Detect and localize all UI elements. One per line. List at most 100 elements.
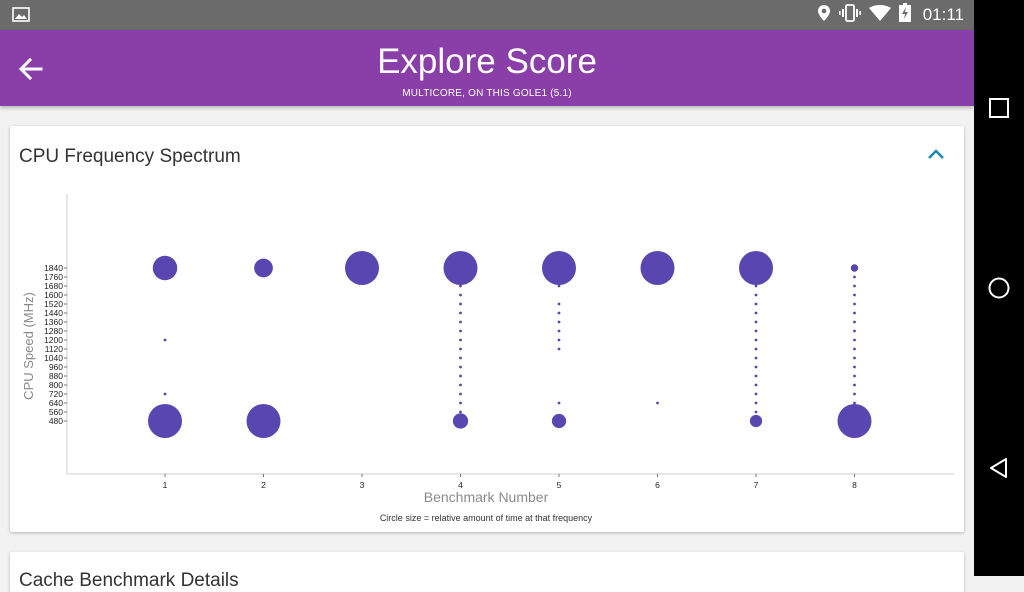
navigation-bar [974,0,1024,576]
x-axis-ticks: 1 2 3 4 5 6 7 8 [163,474,857,490]
frequency-bubble [459,410,462,414]
y-tick-label: 1200 [44,335,63,345]
frequency-bubble [754,383,758,387]
frequency-bubble [853,365,856,369]
back-button[interactable] [16,54,46,84]
frequency-bubble [853,302,856,306]
cpu-frequency-card: CPU Frequency Spectrum 480 560 640 720 800 88… [10,126,964,532]
frequency-bubble [345,251,379,285]
y-tick-label: 1360 [44,317,63,327]
y-tick-label: 800 [49,380,63,390]
back-triangle-icon [990,458,1007,478]
collapse-button[interactable] [924,142,948,166]
y-tick-label: 960 [49,362,63,372]
frequency-bubble [754,410,758,414]
chart-note: Circle size = relative amount of time at… [380,513,593,523]
frequency-bubble [853,275,856,279]
recents-button[interactable] [986,95,1012,121]
frequency-bubble [459,383,462,387]
vibrate-icon [838,3,861,27]
battery-charging-icon [898,3,911,27]
frequency-bubble [754,374,758,378]
frequency-bubble [459,356,462,360]
frequency-bubble [754,311,758,315]
frequency-bubble [850,264,859,272]
frequency-bubble [754,293,758,297]
frequency-bubble [459,374,462,378]
frequency-bubble [557,320,561,324]
frequency-bubble [557,311,561,315]
status-icons: 01:11 [817,0,964,30]
frequency-bubble [754,365,758,369]
x-tick-label: 4 [458,480,463,490]
arrow-left-icon [18,57,43,81]
y-tick-label: 1120 [45,344,64,354]
cpu-frequency-chart: 4805606407208008809601040112012001280136… [21,194,954,523]
frequency-bubble [459,284,462,288]
y-tick-label: 1680 [44,281,63,291]
frequency-bubble [754,338,758,342]
frequency-bubble [459,365,462,369]
frequency-bubble [459,329,462,333]
frequency-bubble [853,383,856,387]
frequency-bubble [551,413,567,429]
frequency-bubble [853,329,856,333]
frequency-bubble [853,293,856,297]
frequency-bubble [656,401,659,405]
frequency-bubble [459,338,462,342]
frequency-bubble [853,392,856,396]
y-tick-label: 1760 [44,272,63,282]
y-tick-label: 640 [49,398,63,408]
frequency-bubble [754,329,758,333]
bubbles-group [148,251,872,438]
frequency-bubble [853,284,856,288]
recents-square-icon [989,98,1009,118]
frequency-bubble [853,347,856,351]
frequency-bubble [754,284,758,288]
frequency-bubble [837,404,872,438]
frequency-bubble [148,404,182,438]
frequency-bubble [749,414,763,428]
frequency-bubble [459,293,462,297]
page-subtitle: MULTICORE, ON THIS GOLE1 (5.1) [402,88,572,99]
y-tick-label: 1840 [44,263,63,273]
back-nav-button[interactable] [986,455,1012,481]
frequency-bubble [754,320,758,324]
cache-benchmark-card[interactable]: Cache Benchmark Details [10,552,964,592]
frequency-bubble [557,338,561,342]
frequency-bubble [754,356,758,360]
y-tick-label: 1600 [44,290,63,300]
y-tick-label: 720 [49,389,63,399]
status-time: 01:11 [922,5,964,24]
x-tick-label: 3 [360,480,365,490]
frequency-bubble [254,258,273,278]
x-tick-label: 8 [852,480,857,490]
frequency-bubble [853,320,856,324]
x-tick-label: 7 [754,480,759,490]
frequency-bubble [557,401,561,405]
frequency-bubble [739,251,773,285]
home-circle-icon [988,277,1010,299]
x-tick-label: 6 [655,480,660,490]
frequency-bubble [542,251,576,285]
frequency-bubble [853,374,856,378]
x-tick-label: 2 [261,480,266,490]
frequency-bubble [152,255,178,281]
frequency-bubble [557,347,561,351]
card-title: Cache Benchmark Details [19,570,239,591]
home-button[interactable] [986,275,1012,301]
frequency-bubble [459,320,462,324]
frequency-bubble [163,338,167,342]
frequency-bubble [452,413,469,429]
x-tick-label: 1 [163,480,168,490]
frequency-bubble [459,401,462,405]
frequency-bubble [853,401,856,405]
frequency-bubble [163,392,167,396]
frequency-bubble [246,404,281,438]
frequency-bubble [459,347,462,351]
chevron-up-icon [928,149,944,159]
frequency-bubble [640,251,675,285]
frequency-bubble [754,302,758,306]
y-tick-label: 560 [49,407,63,417]
page-title: Explore Score [377,42,597,81]
